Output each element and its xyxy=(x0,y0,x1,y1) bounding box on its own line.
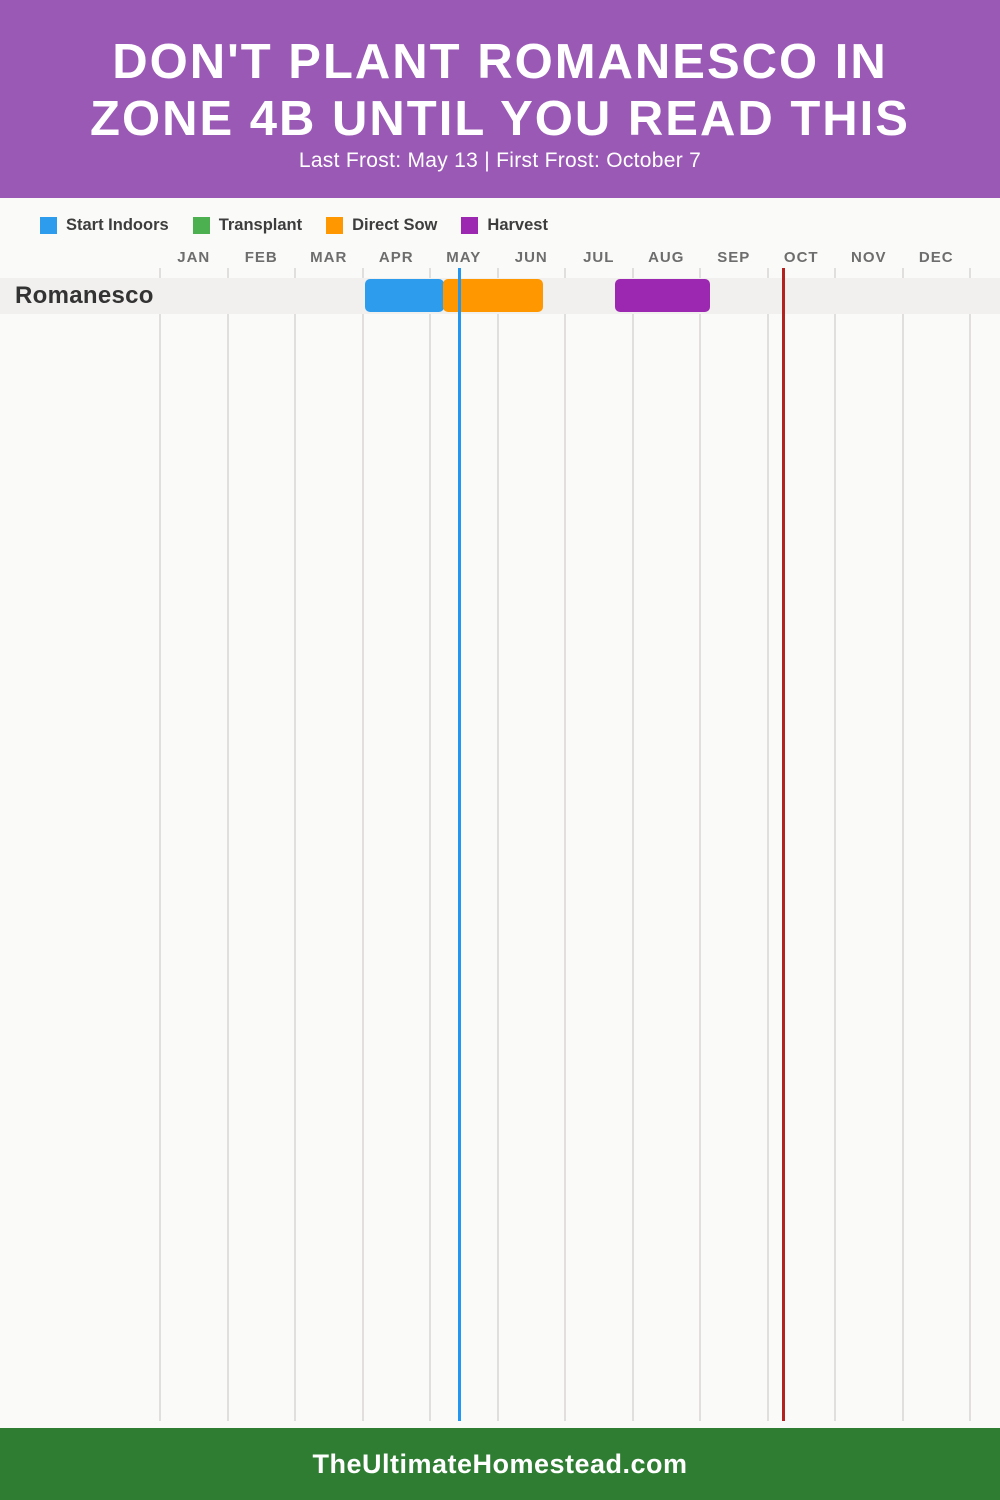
legend-item-direct-sow: Direct Sow xyxy=(326,216,437,235)
month-label-sep: SEP xyxy=(717,249,751,266)
month-axis: JAN FEB MAR APR MAY JUN JUL AUG SEP OCT NOV DEC xyxy=(160,249,970,266)
title-line-2: ZONE 4B UNTIL YOU READ THIS xyxy=(90,92,910,146)
gridline-8 xyxy=(699,268,701,1421)
legend-label: Harvest xyxy=(487,215,548,234)
footer-site-name: TheUltimateHomestead.com xyxy=(312,1448,688,1479)
gridline-3 xyxy=(361,268,364,1421)
month-label-jun: JUN xyxy=(514,249,548,266)
legend-item-harvest: Harvest xyxy=(461,216,548,235)
legend-label: Direct Sow xyxy=(352,215,438,234)
month-label-dec: DEC xyxy=(918,249,954,266)
gridline-0 xyxy=(159,268,161,1421)
gridline-6 xyxy=(564,268,566,1421)
gridline-9 xyxy=(766,268,769,1421)
first-frost-line xyxy=(781,268,785,1421)
title-line-1: DON'T PLANT ROMANESCO IN xyxy=(112,35,888,89)
gridline-4 xyxy=(429,268,431,1421)
gridline-7 xyxy=(631,268,634,1421)
bar-start-indoors xyxy=(365,279,445,312)
month-label-aug: AUG xyxy=(648,249,685,266)
last-frost-line xyxy=(458,268,462,1421)
bar-harvest xyxy=(614,279,711,312)
legend: Start Indoors Transplant Direct Sow Harvest xyxy=(40,212,548,238)
gridline-12 xyxy=(969,268,971,1421)
month-label-oct: OCT xyxy=(783,249,819,266)
month-label-nov: NOV xyxy=(850,249,887,266)
month-label-jan: JAN xyxy=(177,249,211,266)
month-label-jul: JUL xyxy=(583,249,615,266)
month-label-apr: APR xyxy=(378,249,414,266)
frost-dates-subtitle: Last Frost: May 13 | First Frost: Octobe… xyxy=(298,149,702,172)
gridline-5 xyxy=(496,268,499,1421)
start-indoors-swatch-icon xyxy=(40,216,57,234)
harvest-swatch-icon xyxy=(461,216,479,234)
header-banner: DON'T PLANT ROMANESCO IN ZONE 4B UNTIL Y… xyxy=(0,0,1000,198)
footer: TheUltimateHomestead.com xyxy=(0,1428,1000,1500)
direct-sow-swatch-icon xyxy=(326,216,344,234)
month-label-may: MAY xyxy=(446,249,482,266)
gridline-1 xyxy=(226,268,229,1421)
gridline-11 xyxy=(901,268,904,1421)
transplant-swatch-icon xyxy=(192,216,210,234)
month-label-mar: MAR xyxy=(310,249,348,266)
row-label: Romanesco xyxy=(15,282,154,309)
legend-item-start-indoors: Start Indoors xyxy=(40,216,169,235)
legend-label: Transplant xyxy=(218,215,303,234)
month-label-feb: FEB xyxy=(244,249,278,266)
legend-label: Start Indoors xyxy=(66,215,169,234)
page-title: DON'T PLANT ROMANESCO IN ZONE 4B UNTIL Y… xyxy=(0,0,1000,148)
row-band-romanesco: Romanesco xyxy=(0,278,1000,314)
gridline-10 xyxy=(834,268,836,1421)
legend-item-transplant: Transplant xyxy=(192,215,303,235)
gridline-2 xyxy=(294,268,296,1421)
